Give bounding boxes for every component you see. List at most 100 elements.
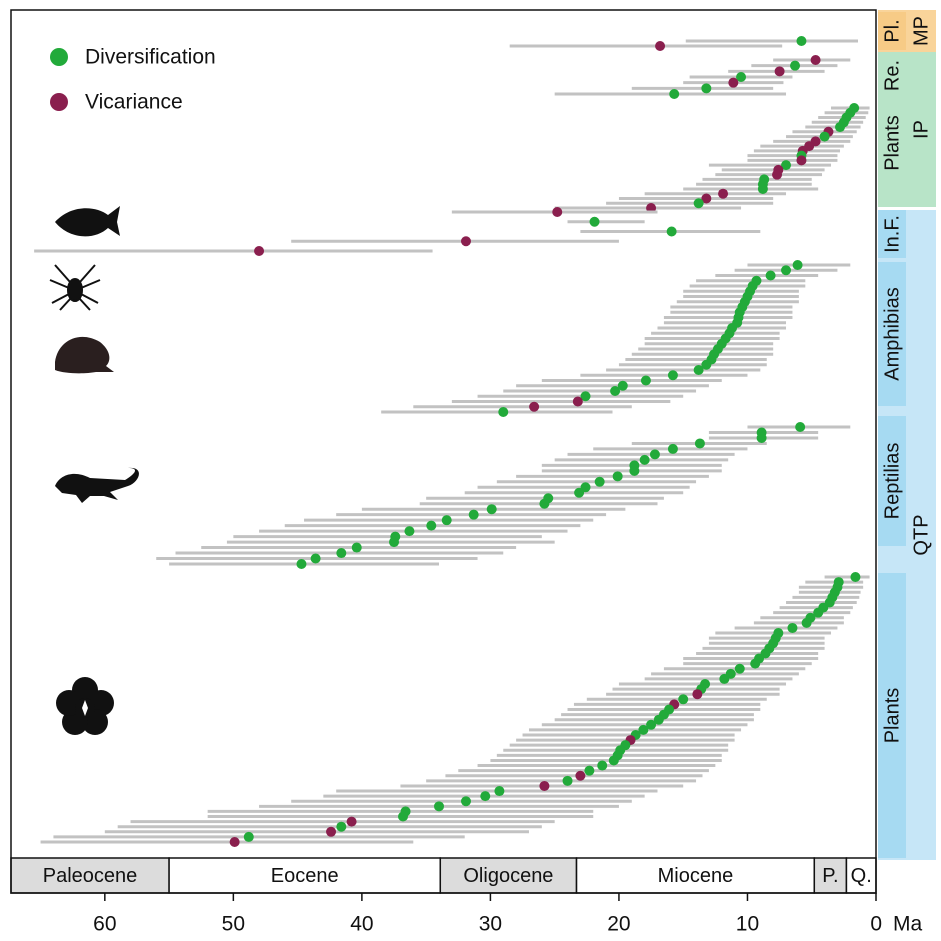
x-tick-label: 30 <box>479 913 502 936</box>
event-point <box>701 193 712 204</box>
event-point <box>460 796 471 807</box>
event-point <box>346 816 357 827</box>
event-point <box>441 515 452 526</box>
event-point <box>594 476 605 487</box>
event-point <box>694 438 705 449</box>
event-point <box>750 658 761 669</box>
event-point <box>575 770 586 781</box>
event-point <box>310 553 321 564</box>
event-point <box>580 391 591 402</box>
period-box <box>575 857 816 894</box>
event-point <box>701 83 712 94</box>
event-point <box>666 226 677 237</box>
event-point <box>562 775 573 786</box>
flower-icon <box>56 677 114 735</box>
event-point <box>336 548 347 559</box>
event-point <box>296 559 307 569</box>
period-box <box>439 857 578 894</box>
period-label: Oligocene <box>463 865 553 887</box>
event-point <box>692 689 703 700</box>
event-point <box>667 443 678 454</box>
group-band <box>878 262 906 406</box>
lizard-icon <box>55 467 139 503</box>
group-label: Amphibias <box>881 287 903 380</box>
group-band <box>878 416 906 546</box>
event-point <box>336 821 347 832</box>
event-point <box>398 811 409 822</box>
event-point <box>678 694 689 705</box>
event-point <box>835 122 846 133</box>
legend-label: Diversification <box>85 46 216 69</box>
x-tick-label: 0 <box>870 913 882 936</box>
event-point <box>389 537 400 548</box>
event-point <box>781 160 792 171</box>
x-tick-label: 40 <box>350 913 373 936</box>
marks-layer <box>34 36 870 847</box>
event-point <box>655 41 666 51</box>
event-point <box>434 801 445 812</box>
group-label: Re. <box>881 60 903 91</box>
event-point <box>813 607 824 618</box>
event-point <box>757 183 768 194</box>
group-band <box>878 573 906 858</box>
event-point <box>801 617 812 628</box>
event-point <box>460 236 471 247</box>
event-point <box>646 719 657 730</box>
event-point <box>790 60 801 71</box>
legend-marker <box>50 48 68 66</box>
event-point <box>649 449 660 460</box>
event-point <box>426 520 437 531</box>
event-point <box>597 760 608 771</box>
event-point <box>639 454 650 465</box>
event-point <box>795 422 806 432</box>
spider-icon <box>49 264 101 311</box>
event-point <box>254 246 265 256</box>
event-point <box>498 407 509 417</box>
event-point <box>810 55 821 65</box>
event-point <box>629 465 640 476</box>
event-point <box>772 169 783 180</box>
legend-label: Vicariance <box>85 91 183 114</box>
event-point <box>610 386 621 396</box>
group-label: In.F. <box>881 215 903 253</box>
fish-icon <box>55 206 120 237</box>
event-point <box>774 66 785 77</box>
event-point <box>529 401 540 412</box>
event-point <box>718 188 729 199</box>
event-point <box>404 526 415 537</box>
event-point <box>719 673 730 684</box>
period-box <box>813 857 848 894</box>
region-label: QTP <box>910 514 932 555</box>
event-point <box>728 77 739 88</box>
event-point <box>669 89 680 99</box>
region-label: IP <box>910 120 932 139</box>
plot-frame <box>10 9 877 894</box>
period-label: Paleocene <box>43 865 138 887</box>
event-point <box>796 36 807 46</box>
event-point <box>701 359 712 370</box>
background-layer <box>10 10 936 894</box>
x-axis-label: Ma <box>893 913 922 936</box>
region-label: MP <box>910 16 932 46</box>
event-point <box>552 207 563 217</box>
event-point <box>494 786 505 797</box>
x-tick-label: 50 <box>222 913 245 936</box>
event-point <box>326 826 337 837</box>
legend-marker <box>50 93 68 111</box>
event-point <box>693 365 704 375</box>
period-label: Eocene <box>271 865 339 887</box>
event-point <box>640 375 651 386</box>
x-tick-label: 20 <box>607 913 630 936</box>
group-label: Plants <box>881 115 903 171</box>
event-point <box>781 265 792 276</box>
event-point <box>572 396 583 407</box>
event-point <box>796 155 807 166</box>
silhouettes <box>49 206 139 735</box>
x-tick-label: 10 <box>736 913 759 936</box>
period-box <box>845 857 877 894</box>
event-point <box>819 131 830 142</box>
event-point <box>468 509 479 520</box>
period-label: P. <box>822 865 838 887</box>
